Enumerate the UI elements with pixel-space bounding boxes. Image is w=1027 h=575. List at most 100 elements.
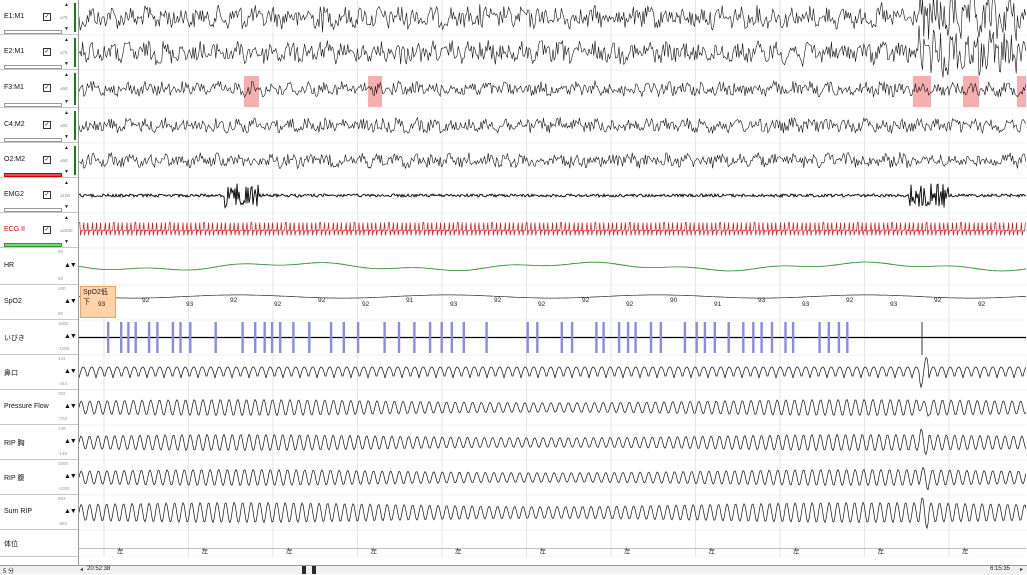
arousal-marker[interactable] xyxy=(913,76,931,107)
snore-event-marker[interactable] xyxy=(383,322,386,353)
channel-gain-slider[interactable] xyxy=(4,30,62,34)
scale-adjust-icon[interactable]: ▲▼ xyxy=(64,437,77,445)
snore-event-marker[interactable] xyxy=(659,322,662,353)
channel-row-c4m2[interactable]: C4:M2 ✓ ▲ ▼ ±50 xyxy=(0,108,78,143)
snore-event-marker[interactable] xyxy=(397,322,401,353)
channel-row-pos[interactable]: 体位 xyxy=(0,530,78,557)
snore-event-marker[interactable] xyxy=(683,322,687,353)
snore-event-marker[interactable] xyxy=(127,322,130,353)
scale-up-icon[interactable]: ▲ xyxy=(64,110,69,116)
snore-event-marker[interactable] xyxy=(837,322,841,353)
snore-event-marker[interactable] xyxy=(485,322,488,353)
scroll-thumb-marker[interactable] xyxy=(302,566,306,574)
snore-event-marker[interactable] xyxy=(602,322,605,353)
snore-event-marker[interactable] xyxy=(413,322,416,353)
scale-down-icon[interactable]: ▼ xyxy=(64,204,69,210)
scale-adjust-icon[interactable]: ▲▼ xyxy=(64,261,77,269)
snore-event-marker[interactable] xyxy=(134,322,137,353)
snore-event-marker[interactable] xyxy=(107,322,110,353)
snore-event-marker[interactable] xyxy=(617,322,621,353)
channel-visible-checkbox[interactable]: ✓ xyxy=(43,155,51,164)
snore-event-marker[interactable] xyxy=(292,322,295,353)
snore-event-marker[interactable] xyxy=(727,322,730,353)
channel-visible-checkbox[interactable]: ✓ xyxy=(43,84,51,92)
channel-gain-slider[interactable] xyxy=(4,173,62,177)
channel-row-spo2[interactable]: SpO2 100 80 ▲▼ xyxy=(0,285,78,320)
snore-event-marker[interactable] xyxy=(752,322,755,353)
snore-event-marker[interactable] xyxy=(342,322,345,353)
scale-down-icon[interactable]: ▼ xyxy=(64,61,69,67)
spo2-desaturation-event[interactable]: SpO2低下 xyxy=(80,286,116,318)
scale-up-icon[interactable]: ▲ xyxy=(64,2,69,8)
snore-event-marker[interactable] xyxy=(189,322,192,353)
snore-event-marker[interactable] xyxy=(156,322,159,353)
scale-up-icon[interactable]: ▲ xyxy=(64,215,69,221)
snore-event-marker[interactable] xyxy=(329,322,333,353)
snore-event-marker[interactable] xyxy=(760,322,763,353)
channel-row-hr[interactable]: HR 90 50 ▲▼ xyxy=(0,248,78,285)
scale-down-icon[interactable]: ▼ xyxy=(64,239,69,245)
snore-event-marker[interactable] xyxy=(263,322,266,353)
channel-gain-slider[interactable] xyxy=(4,138,62,142)
scroll-thumb[interactable] xyxy=(312,566,316,574)
snore-event-marker[interactable] xyxy=(784,322,787,353)
channel-row-ripa[interactable]: RIP 腹 1000 -1000 ▲▼ xyxy=(0,460,78,495)
time-scrollbar[interactable]: 5 分 ◂ 20:52:38 6:15:35 ▸ xyxy=(0,565,1027,575)
channel-row-nasal[interactable]: 鼻口 444 -444 ▲▼ xyxy=(0,355,78,390)
channel-row-o2m2[interactable]: O2:M2 ✓ ▲ ▼ ±50 xyxy=(0,143,78,178)
snore-event-marker[interactable] xyxy=(279,322,282,353)
snore-event-marker[interactable] xyxy=(742,322,745,353)
channel-visible-checkbox[interactable]: ✓ xyxy=(43,12,51,21)
channel-row-ripc[interactable]: RIP 胸 148 -148 ▲▼ xyxy=(0,425,78,460)
channel-row-sumrip[interactable]: Sum RIP 883 -883 ▲▼ xyxy=(0,495,78,530)
snore-event-marker[interactable] xyxy=(214,322,217,353)
snore-event-marker[interactable] xyxy=(818,322,821,353)
arousal-marker[interactable] xyxy=(1017,76,1026,107)
snore-event-marker[interactable] xyxy=(147,322,151,353)
channel-visible-checkbox[interactable]: ✓ xyxy=(43,120,51,129)
snore-event-marker[interactable] xyxy=(356,322,360,353)
snore-event-marker[interactable] xyxy=(450,322,453,353)
channel-row-f3m1[interactable]: F3:M1 ✓ ▲ ▼ ±50 xyxy=(0,70,78,108)
scale-adjust-icon[interactable]: ▲▼ xyxy=(64,472,77,480)
snore-event-marker[interactable] xyxy=(560,322,563,353)
scale-up-icon[interactable]: ▲ xyxy=(64,180,69,186)
channel-visible-checkbox[interactable]: ✓ xyxy=(43,225,51,234)
scale-adjust-icon[interactable]: ▲▼ xyxy=(64,507,77,515)
scale-adjust-icon[interactable]: ▲▼ xyxy=(64,297,77,305)
snore-event-marker[interactable] xyxy=(536,322,539,353)
channel-gain-slider[interactable] xyxy=(4,103,62,107)
snore-event-marker[interactable] xyxy=(703,322,707,353)
scale-up-icon[interactable]: ▲ xyxy=(64,37,69,43)
channel-gain-slider[interactable] xyxy=(4,243,62,247)
channel-row-snore[interactable]: いびき 1000 -1000 ▲▼ xyxy=(0,320,78,355)
snore-event-marker[interactable] xyxy=(634,322,637,353)
snore-event-marker[interactable] xyxy=(462,322,465,353)
scroll-right-arrow-icon[interactable]: ▸ xyxy=(1020,567,1024,573)
snore-event-marker[interactable] xyxy=(308,322,311,353)
scale-down-icon[interactable]: ▼ xyxy=(64,169,69,175)
channel-row-e2m1[interactable]: E2:M1 ✓ ▲ ▼ ±70 xyxy=(0,35,78,70)
snore-event-marker[interactable] xyxy=(179,322,182,353)
snore-event-marker[interactable] xyxy=(171,322,175,353)
snore-event-marker[interactable] xyxy=(695,322,698,353)
channel-visible-checkbox[interactable]: ✓ xyxy=(43,47,51,56)
scale-up-icon[interactable]: ▲ xyxy=(64,145,69,151)
snore-event-marker[interactable] xyxy=(254,322,257,353)
arousal-marker[interactable] xyxy=(963,76,979,107)
snore-event-marker[interactable] xyxy=(241,322,244,353)
channel-row-emg2[interactable]: EMG2 ✓ ▲ ▼ ±100 xyxy=(0,178,78,213)
scale-down-icon[interactable]: ▼ xyxy=(64,99,69,105)
snore-event-marker[interactable] xyxy=(120,322,123,353)
scale-down-icon[interactable]: ▼ xyxy=(64,134,69,140)
snore-event-marker[interactable] xyxy=(791,322,795,353)
scale-adjust-icon[interactable]: ▲▼ xyxy=(64,332,77,340)
snore-event-marker[interactable] xyxy=(846,322,849,353)
snore-event-marker[interactable] xyxy=(570,322,574,353)
snore-event-marker[interactable] xyxy=(649,322,653,353)
snore-event-marker[interactable] xyxy=(526,322,529,353)
snore-event-marker[interactable] xyxy=(428,322,432,353)
snore-event-marker[interactable] xyxy=(626,322,630,353)
scale-down-icon[interactable]: ▼ xyxy=(64,26,69,32)
snore-event-marker[interactable] xyxy=(770,322,774,353)
